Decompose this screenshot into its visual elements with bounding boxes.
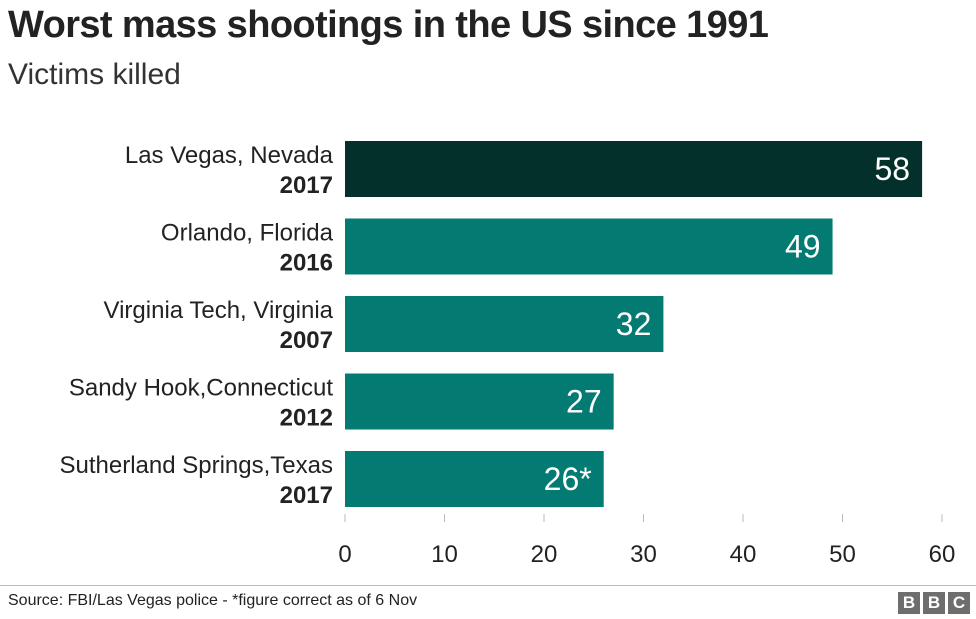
category-year-label: 2017	[280, 482, 333, 509]
bar	[345, 218, 833, 275]
bar-chart: 58 Las Vegas, Nevada 2017 49 Orlando, Florid…	[60, 141, 956, 568]
category-year-label: 2012	[280, 405, 333, 432]
chart-subtitle: Victims killed	[8, 58, 181, 91]
data-label: 58	[875, 151, 911, 187]
bbc-logo-letter: B	[923, 592, 945, 614]
x-tick-label: 40	[730, 541, 757, 568]
bar	[345, 373, 614, 430]
category-label: Orlando, Florida	[161, 220, 334, 247]
source-note: Source: FBI/Las Vegas police - *figure c…	[8, 592, 418, 609]
bbc-logo: B B C	[898, 592, 970, 614]
category-label: Virginia Tech, Virginia	[104, 297, 334, 324]
chart-title: Worst mass shootings in the US since 199…	[8, 4, 769, 46]
category-label: Sandy Hook,Connecticut	[69, 375, 333, 402]
x-tick-label: 50	[829, 541, 856, 568]
bbc-logo-letter: B	[898, 592, 920, 614]
x-tick-label: 0	[338, 541, 351, 568]
data-label: 27	[566, 384, 602, 420]
bar	[345, 141, 923, 197]
data-label: 49	[785, 229, 821, 265]
category-label: Sutherland Springs,Texas	[60, 452, 334, 479]
data-label: 26*	[544, 461, 592, 497]
x-tick-label: 20	[531, 541, 558, 568]
category-year-label: 2016	[280, 250, 333, 277]
x-tick-label: 10	[431, 541, 458, 568]
bar	[345, 451, 604, 507]
footer-divider	[0, 585, 976, 586]
category-label: Las Vegas, Nevada	[125, 142, 334, 169]
x-tick-label: 30	[630, 541, 657, 568]
data-label: 32	[616, 306, 652, 342]
bbc-logo-letter: C	[948, 592, 970, 614]
x-tick-label: 60	[929, 541, 956, 568]
bar	[345, 296, 664, 352]
category-year-label: 2007	[280, 327, 333, 354]
category-year-label: 2017	[280, 172, 333, 199]
